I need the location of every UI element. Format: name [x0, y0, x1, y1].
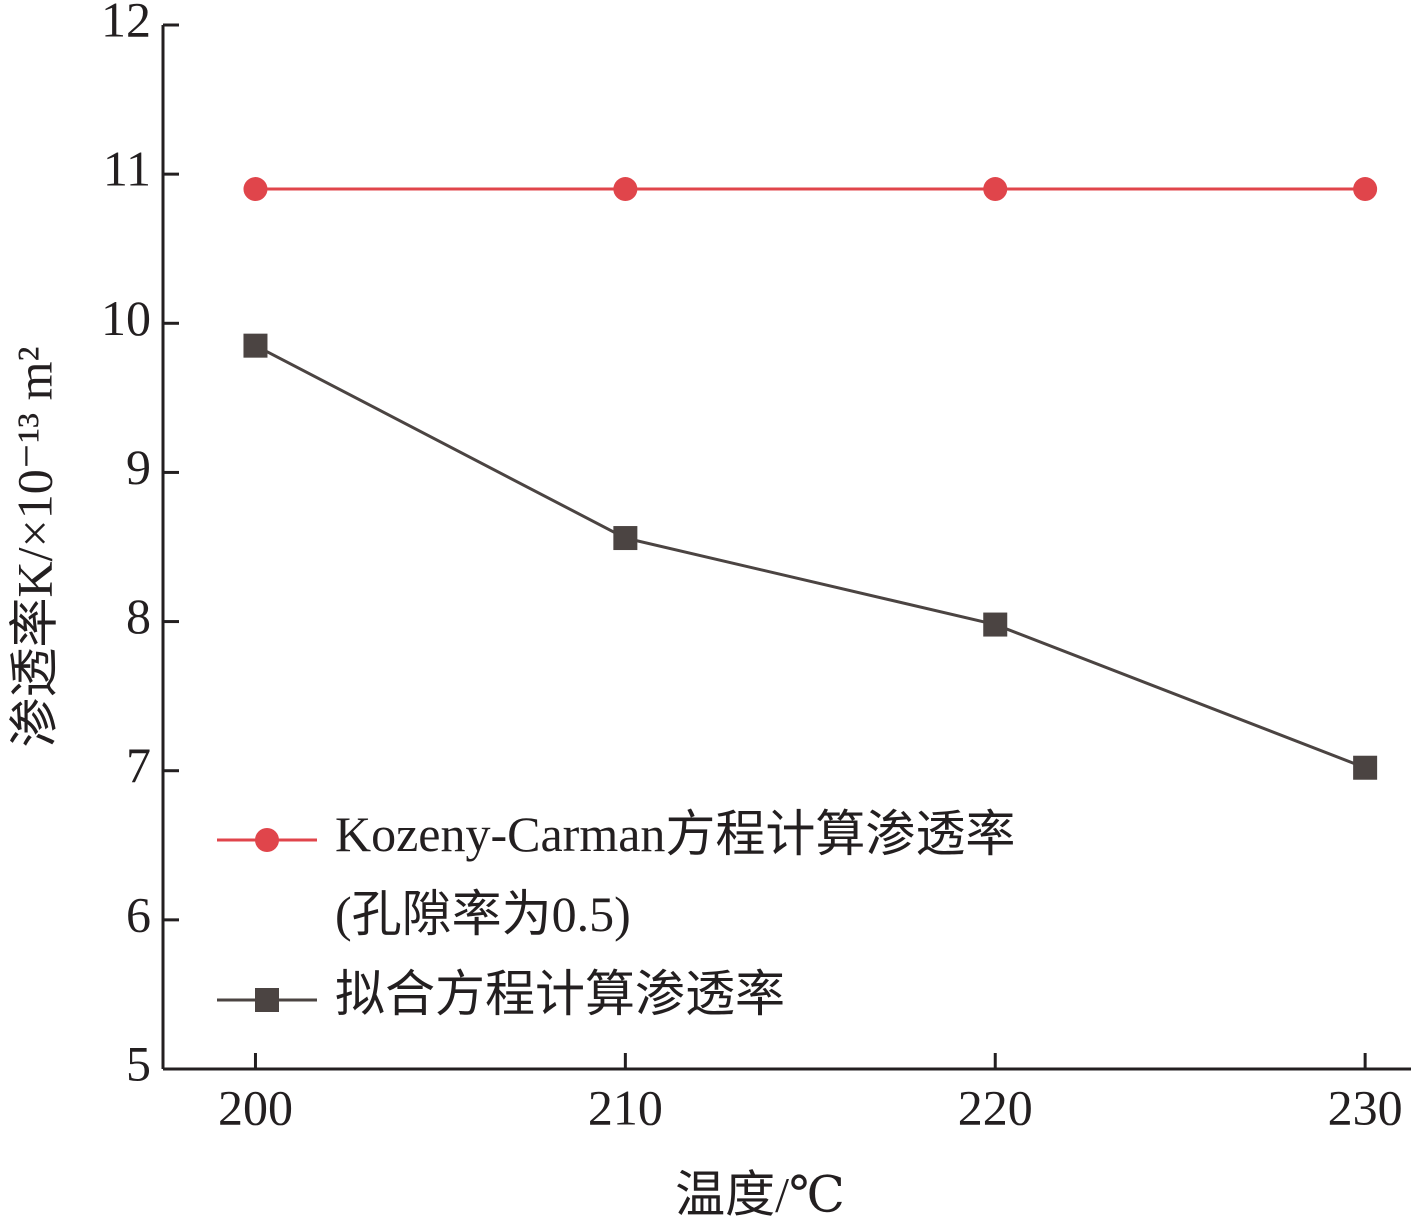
- point: [983, 612, 1008, 637]
- y-tick-label: 12: [101, 0, 151, 47]
- point: [613, 177, 638, 202]
- x-tick-label: 220: [958, 1079, 1033, 1135]
- x-axis-label: 温度/℃: [675, 1166, 845, 1222]
- legend-marker: [255, 828, 279, 852]
- y-tick-label: 11: [103, 141, 151, 197]
- x-tick-label: 210: [588, 1079, 663, 1135]
- point: [243, 177, 268, 202]
- point: [613, 526, 638, 551]
- legend-label: Kozeny-Carman方程计算渗透率(孔隙率为0.5): [335, 806, 1015, 942]
- legend-marker: [255, 988, 279, 1012]
- line: [254, 344, 1366, 770]
- point: [1353, 177, 1378, 202]
- y-tick-label: 9: [126, 439, 151, 495]
- legend-label: 拟合方程计算渗透率: [335, 966, 785, 1022]
- x-tick-label: 230: [1328, 1079, 1403, 1135]
- point: [983, 177, 1008, 202]
- y-tick-label: 10: [101, 290, 151, 346]
- y-tick-label: 6: [126, 886, 151, 942]
- y-tick-label: 7: [126, 737, 151, 793]
- x-tick-label: 200: [218, 1079, 293, 1135]
- point: [243, 333, 268, 358]
- y-tick-label: 5: [126, 1035, 151, 1091]
- y-tick-label: 8: [126, 588, 151, 644]
- point: [1353, 755, 1378, 780]
- y-axis-label: 渗透率K/×10⁻¹³ m²: [6, 347, 62, 748]
